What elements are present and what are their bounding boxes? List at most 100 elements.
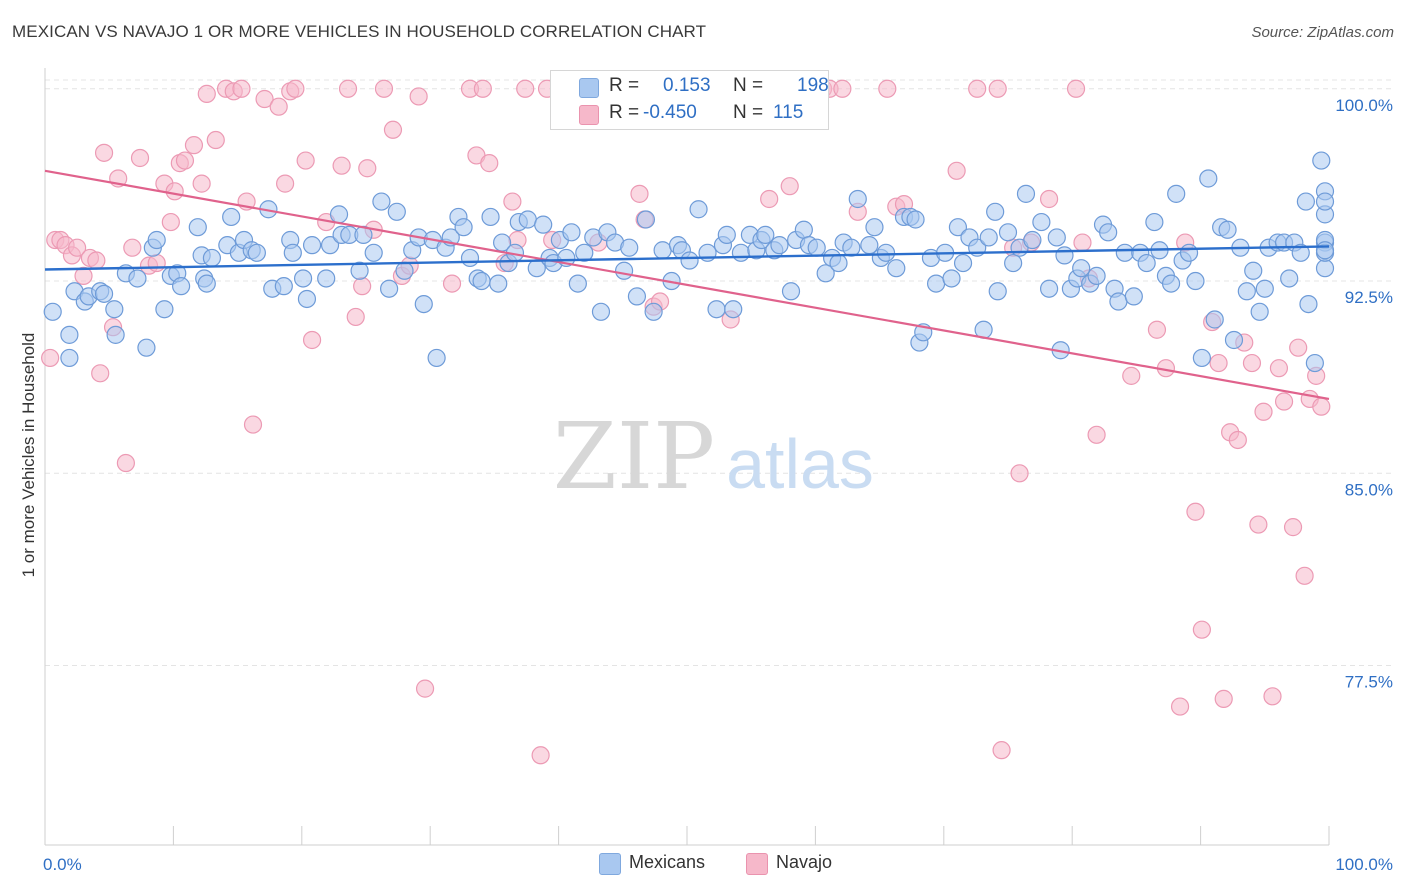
- navajo-point: [1214, 689, 1233, 708]
- mexicans-point: [329, 205, 349, 224]
- mexicans-point: [155, 300, 174, 319]
- navajo-point: [442, 274, 462, 293]
- navajo-point: [1192, 620, 1211, 639]
- mexicans-point: [317, 269, 336, 288]
- navajo-point: [833, 79, 852, 98]
- navajo-point: [1312, 397, 1331, 416]
- mexicans-point: [202, 248, 222, 268]
- navajo-point: [1066, 79, 1086, 98]
- navajo-point: [1039, 189, 1059, 209]
- navajo-point: [192, 174, 211, 193]
- mexicans-point: [1237, 282, 1256, 301]
- mexicans-point: [794, 220, 813, 239]
- navajo-point: [276, 174, 295, 193]
- navajo-point: [286, 79, 305, 98]
- x-tick-label: 100.0%: [1335, 855, 1393, 874]
- mexicans-point: [460, 248, 480, 268]
- mexicans-point: [1137, 253, 1156, 273]
- navajo-point: [780, 177, 799, 196]
- mexicans-point: [454, 218, 473, 237]
- source-credit: Source: ZipAtlas.com: [1251, 24, 1394, 41]
- mexicans-point: [731, 243, 751, 262]
- mexicans-point: [60, 325, 79, 344]
- navajo-point: [1170, 697, 1190, 716]
- navajo-point: [947, 161, 966, 180]
- mexicans-point: [1244, 261, 1263, 280]
- mexicans-point: [848, 189, 867, 209]
- mexicans-point: [320, 236, 340, 255]
- mexicans-point: [472, 271, 491, 291]
- navajo-point: [415, 679, 435, 698]
- navajo-point: [296, 151, 315, 170]
- mexicans-point: [953, 253, 973, 273]
- mexicans-point: [636, 210, 656, 229]
- mexicans-point: [188, 218, 207, 237]
- mexicans-point: [1087, 266, 1106, 285]
- mexicans-point: [105, 300, 124, 319]
- navajo-point: [338, 79, 358, 98]
- mexicans-point: [1315, 192, 1335, 211]
- navajo-point: [74, 266, 93, 285]
- mexicans-point: [1004, 253, 1023, 273]
- mexicans-point: [1055, 246, 1074, 265]
- mexicans-point: [1299, 294, 1318, 314]
- navajo-point: [269, 97, 288, 116]
- mexicans-point: [350, 261, 369, 280]
- mexicans-point: [387, 202, 406, 221]
- navajo-point: [1289, 338, 1308, 357]
- mexicans-point: [620, 238, 639, 257]
- navajo-point: [1283, 518, 1303, 537]
- mexicans-point: [568, 274, 587, 293]
- navajo-point: [1254, 402, 1273, 421]
- chart-title: MEXICAN VS NAVAJO 1 OR MORE VEHICLES IN …: [12, 22, 707, 41]
- navajo-point: [255, 89, 274, 109]
- grid-lines: [45, 79, 1393, 667]
- mexicans-point: [481, 207, 500, 227]
- navajo-point: [383, 120, 403, 139]
- navajo-point: [165, 182, 184, 201]
- watermark-zip: ZIP: [553, 403, 715, 510]
- mexicans-point: [1161, 274, 1181, 293]
- watermark-atlas: atlas: [726, 425, 874, 503]
- mexicans-point: [717, 225, 736, 244]
- mexicans-point: [293, 269, 313, 288]
- mexicans-point: [128, 269, 147, 288]
- mexicans-point: [1145, 212, 1164, 232]
- mexicans-swatch: [579, 78, 599, 98]
- mexicans-point: [781, 282, 801, 301]
- navajo-point: [161, 212, 180, 232]
- mexicans-point: [1199, 169, 1218, 188]
- navajo-point: [1122, 366, 1141, 385]
- navajo-point: [41, 348, 60, 368]
- axes: 77.5% 85.0% 92.5% 100.0% 0.0% 100.0%: [43, 68, 1393, 874]
- navajo-point: [1249, 515, 1268, 534]
- mexicans-point: [842, 238, 861, 257]
- mexicans-point: [986, 202, 1005, 221]
- mexicans-point: [942, 269, 961, 288]
- mexicans-point: [575, 243, 594, 262]
- navajo-point: [116, 453, 135, 473]
- navajo-point: [1209, 353, 1228, 373]
- navajo-point: [232, 79, 251, 98]
- mexicans-point: [43, 302, 62, 321]
- mexicans-point: [147, 230, 166, 250]
- navajo-point: [1269, 359, 1289, 378]
- mexicans-point: [60, 348, 79, 368]
- y-tick-label: 77.5%: [1345, 673, 1393, 692]
- mexicans-point: [948, 218, 968, 237]
- navajo-point: [130, 148, 150, 168]
- mexicans-point: [1099, 223, 1118, 242]
- navajo-point: [531, 746, 550, 765]
- y-tick-label: 85.0%: [1345, 480, 1393, 499]
- r-value: 0.153: [663, 75, 711, 96]
- navajo-point: [503, 192, 522, 211]
- navajo-point: [480, 154, 499, 173]
- navajo-point: [206, 130, 225, 150]
- mexicans-point: [489, 274, 508, 293]
- navajo-point: [175, 151, 195, 170]
- mexicans-point: [1023, 230, 1042, 250]
- mexicans-point: [1291, 243, 1310, 262]
- navajo-point: [184, 136, 204, 155]
- mexicans-point: [653, 241, 672, 260]
- y-tick-label: 92.5%: [1345, 288, 1393, 307]
